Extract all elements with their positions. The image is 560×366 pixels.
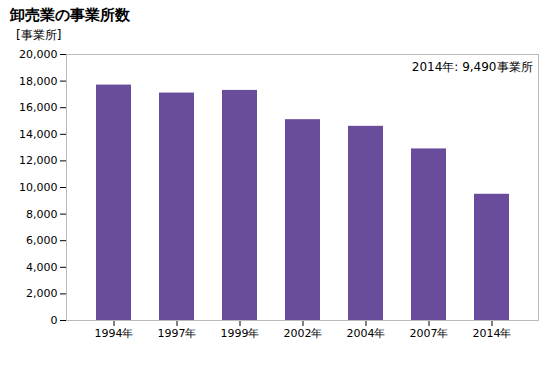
svg-text:12,000: 12,000	[19, 154, 58, 167]
svg-text:2002年: 2002年	[284, 327, 323, 340]
svg-text:16,000: 16,000	[19, 101, 58, 114]
html-text:卸売業の事業所数: 卸売業の事業所数	[10, 6, 130, 24]
svg-text:10,000: 10,000	[19, 181, 58, 194]
svg-text:1994年: 1994年	[95, 327, 134, 340]
svg-text:2007年: 2007年	[410, 327, 449, 340]
svg-text:2014年: 2014年	[473, 327, 512, 340]
html-text:[事業所]: [事業所]	[16, 28, 62, 42]
svg-text:14,000: 14,000	[19, 128, 58, 141]
svg-text:2,000: 2,000	[26, 287, 58, 300]
svg-text:2004年: 2004年	[347, 327, 386, 340]
svg-text:4,000: 4,000	[26, 261, 58, 274]
svg-text:18,000: 18,000	[19, 75, 58, 88]
svg-text:1999年: 1999年	[221, 327, 260, 340]
svg-text:1997年: 1997年	[158, 327, 197, 340]
svg-text:2014年: 9,490事業所: 2014年: 9,490事業所	[412, 60, 533, 74]
svg-text:8,000: 8,000	[26, 208, 58, 221]
svg-text:6,000: 6,000	[26, 234, 58, 247]
svg-text:0: 0	[51, 314, 58, 327]
svg-text:20,000: 20,000	[19, 48, 58, 61]
